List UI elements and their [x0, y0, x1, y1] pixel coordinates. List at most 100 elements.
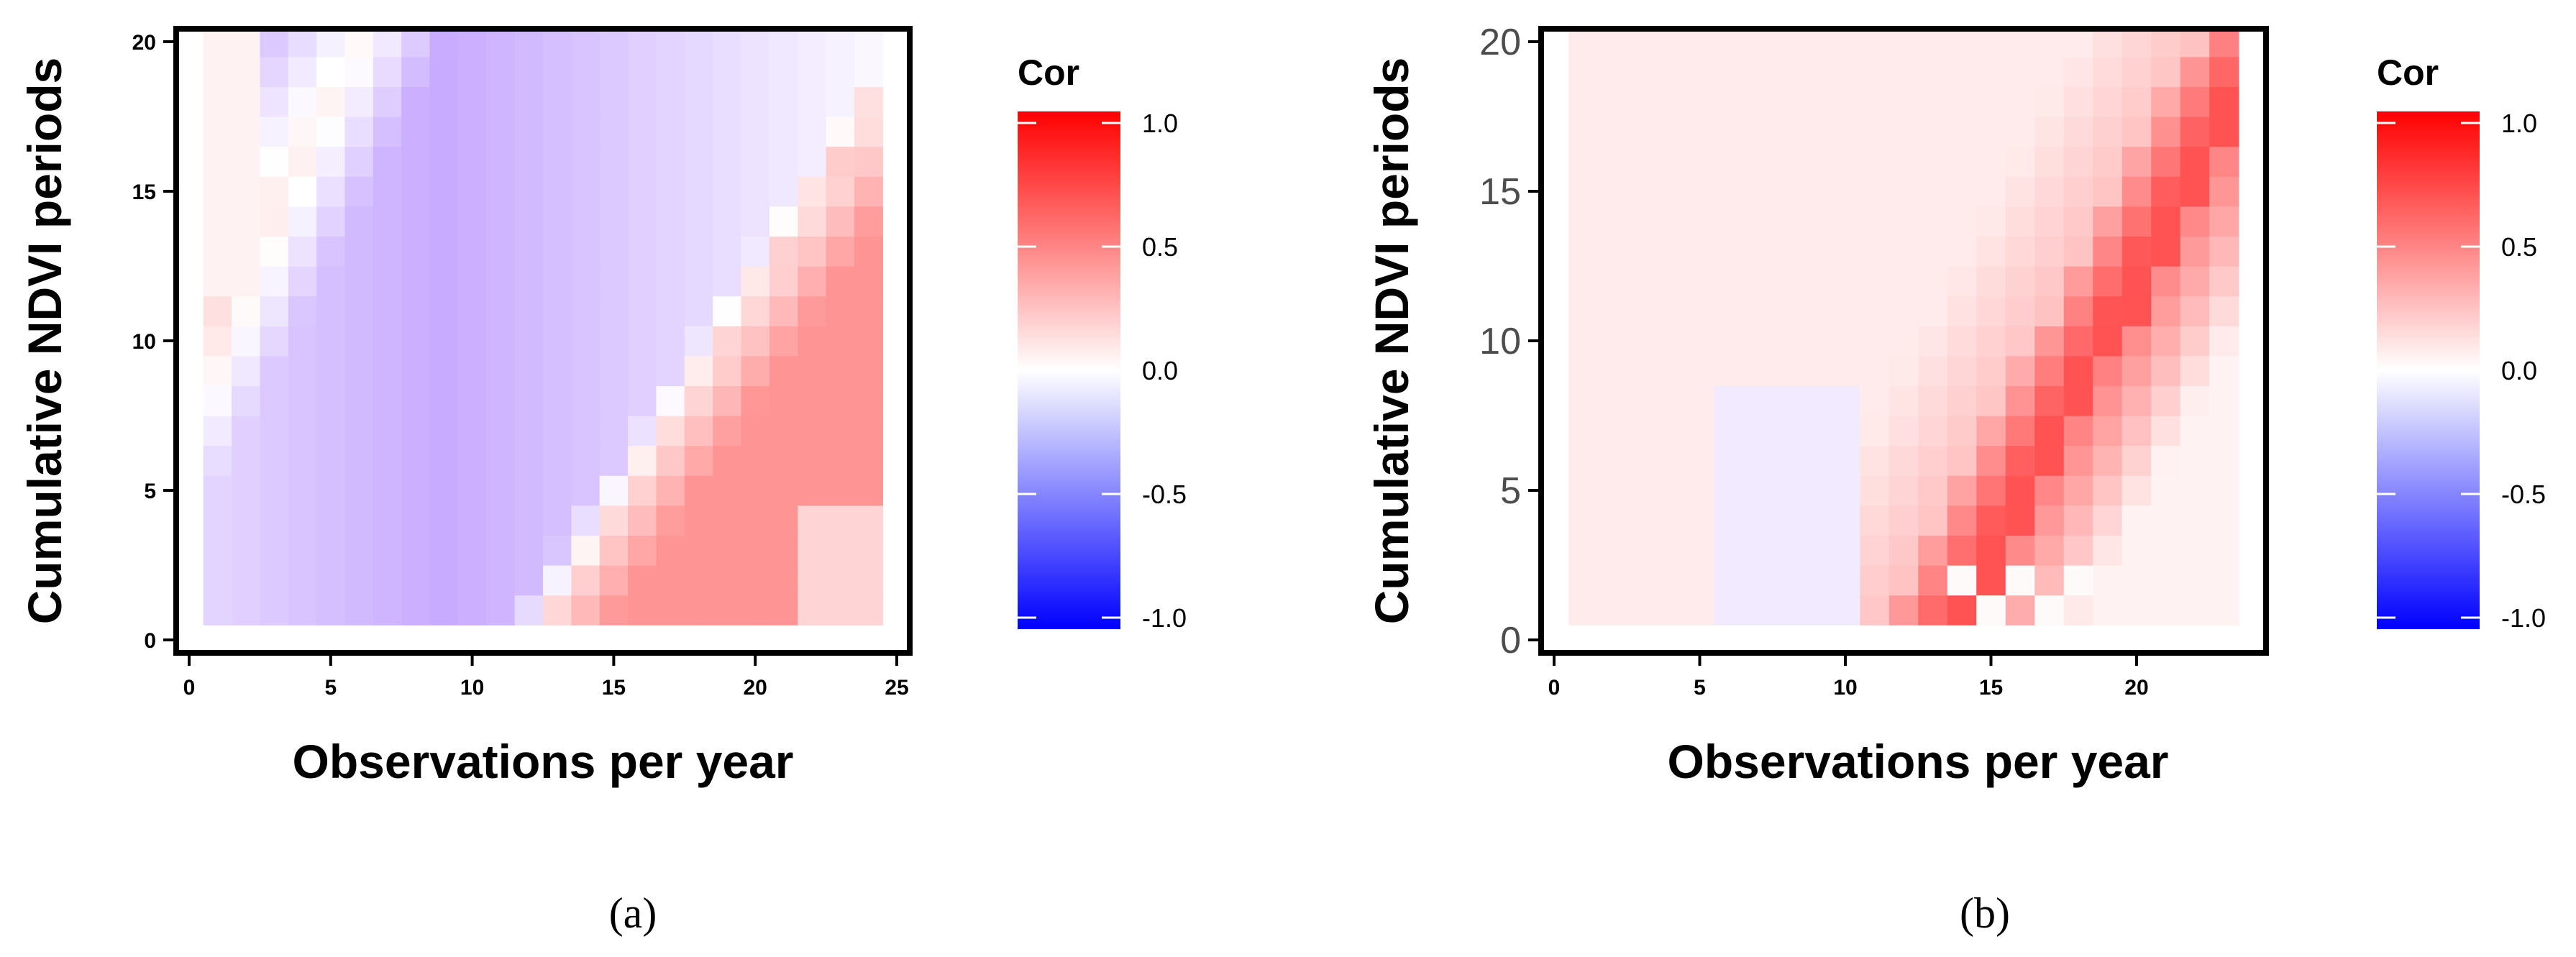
- heatmap-cell: [826, 236, 855, 267]
- heatmap-cell: [1743, 565, 1773, 596]
- heatmap-cell: [599, 326, 629, 357]
- heatmap-cell: [1597, 86, 1627, 117]
- heatmap-cell: [571, 535, 600, 566]
- heatmap-cell: [373, 27, 402, 58]
- heatmap-cell: [741, 595, 770, 626]
- heatmap-cell: [1685, 535, 1715, 566]
- heatmap-cell: [741, 56, 770, 87]
- legend-tick-label: -1.0: [1142, 603, 1187, 633]
- heatmap-cell: [628, 535, 657, 566]
- heatmap-cell: [1714, 56, 1744, 87]
- heatmap-cell: [316, 236, 346, 267]
- heatmap-cell: [1655, 385, 1686, 416]
- heatmap-cell: [1888, 27, 1919, 58]
- heatmap-cell: [798, 595, 827, 626]
- heatmap-cell: [344, 565, 374, 596]
- heatmap-cell: [1685, 266, 1715, 297]
- heatmap-cell: [1655, 146, 1686, 177]
- heatmap-cell: [1627, 146, 1657, 177]
- heatmap-cell: [741, 565, 770, 596]
- heatmap-cell: [457, 236, 487, 267]
- heatmap-cell: [656, 236, 685, 267]
- heatmap-cell: [599, 475, 629, 506]
- heatmap-cell: [826, 86, 855, 117]
- heatmap-cell: [628, 266, 657, 297]
- heatmap-cell: [656, 326, 685, 357]
- y-tick-label: 0: [1500, 620, 1521, 661]
- heatmap-cell: [1918, 595, 1948, 626]
- heatmap-cell: [2121, 475, 2152, 506]
- x-axis-a: 0 5 10 15 20 25: [183, 656, 909, 700]
- heatmap-cell: [1860, 595, 1890, 626]
- heatmap-cell: [1947, 146, 1977, 177]
- heatmap-cell: [1947, 296, 1977, 326]
- heatmap-cell: [429, 56, 459, 87]
- heatmap-cell: [543, 385, 572, 416]
- heatmap-cell: [429, 355, 459, 386]
- heatmap-cell: [2063, 385, 2093, 416]
- heatmap-cell: [2121, 176, 2152, 207]
- heatmap-cell: [1772, 445, 1802, 476]
- heatmap-cell: [486, 296, 516, 326]
- caption-a: (a): [609, 889, 657, 937]
- heatmap-cell: [288, 266, 317, 297]
- heatmap-cell: [826, 535, 855, 566]
- heatmap-cell: [1772, 206, 1802, 237]
- heatmap-cell: [2180, 236, 2210, 267]
- heatmap-cell: [2180, 505, 2210, 536]
- heatmap-cell: [684, 236, 713, 267]
- heatmap-cell: [656, 176, 685, 207]
- heatmap-cell: [1976, 385, 2006, 416]
- panel-a-border: [173, 26, 913, 656]
- heatmap-cell: [1860, 565, 1890, 596]
- heatmap-cell: [2151, 385, 2181, 416]
- heatmap-cell: [1976, 565, 2006, 596]
- heatmap-cell: [1918, 445, 1948, 476]
- heatmap-cell: [2151, 206, 2181, 237]
- heatmap-cell: [656, 355, 685, 386]
- heatmap-cell: [486, 236, 516, 267]
- heatmap-cell: [1860, 385, 1890, 416]
- heatmap-cell: [769, 505, 798, 536]
- heatmap-cell: [684, 266, 713, 297]
- x-tick-label: 20: [2124, 676, 2148, 700]
- heatmap-cell: [260, 266, 289, 297]
- panel-b-border: [1538, 26, 2269, 656]
- heatmap-cell: [486, 535, 516, 566]
- heatmap-cell: [599, 27, 629, 58]
- heatmap-cell: [288, 176, 317, 207]
- heatmap-cell: [2063, 475, 2093, 506]
- heatmap-cell: [2209, 416, 2239, 447]
- heatmap-cell: [1860, 236, 1890, 267]
- heatmap-cell: [684, 535, 713, 566]
- heatmap-cell: [316, 326, 346, 357]
- heatmap-cell: [1685, 475, 1715, 506]
- heatmap-cell: [2093, 355, 2123, 386]
- heatmap-cell: [854, 176, 883, 207]
- heatmap-cell: [260, 296, 289, 326]
- heatmap-cell: [486, 416, 516, 447]
- heatmap-cell: [373, 535, 402, 566]
- heatmap-cell: [2093, 296, 2123, 326]
- heatmap-cell: [798, 236, 827, 267]
- heatmap-cell: [2063, 535, 2093, 566]
- heatmap-cell: [543, 355, 572, 386]
- heatmap-cell: [1685, 445, 1715, 476]
- heatmap-cell: [1655, 236, 1686, 267]
- heatmap-cell: [401, 116, 431, 147]
- heatmap-cell: [288, 385, 317, 416]
- heatmap-cell: [854, 116, 883, 147]
- heatmap-cell: [599, 56, 629, 87]
- heatmap-cell: [1597, 326, 1627, 357]
- heatmap-cell: [1743, 86, 1773, 117]
- heatmap-cell: [1685, 27, 1715, 58]
- heatmap-cell: [1888, 445, 1919, 476]
- heatmap-cell: [1947, 236, 1977, 267]
- x-tick-label: 15: [602, 676, 626, 700]
- heatmap-cell: [2121, 236, 2152, 267]
- heatmap-cell: [1918, 565, 1948, 596]
- heatmap-cell: [798, 475, 827, 506]
- heatmap-cell: [1655, 445, 1686, 476]
- heatmap-cell: [401, 27, 431, 58]
- heatmap-cell: [373, 385, 402, 416]
